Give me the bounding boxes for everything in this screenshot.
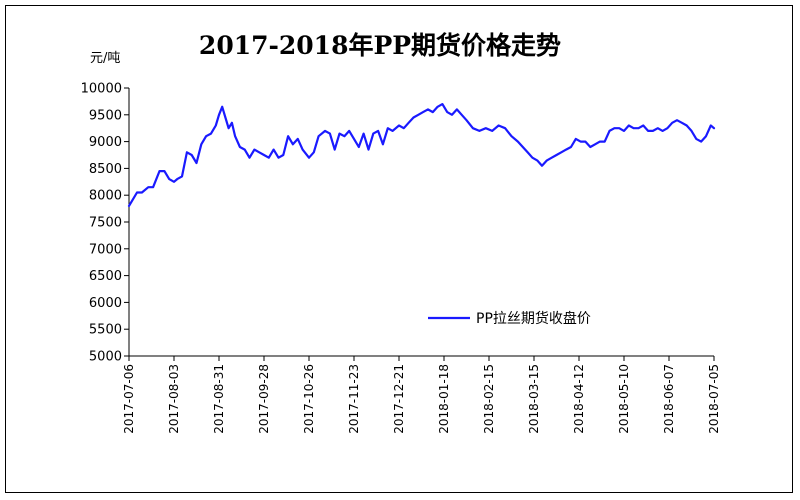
y-tick-label: 7000 xyxy=(89,242,122,257)
x-tick-label: 2018-07-05 xyxy=(707,364,721,434)
x-tick-label: 2018-02-15 xyxy=(482,364,496,434)
x-tick-label: 2017-09-28 xyxy=(257,364,271,434)
x-tick-label: 2018-04-12 xyxy=(572,364,586,434)
x-axis: 2017-07-06 2017-08-03 2017-08-31 2017-09-28… xyxy=(122,355,721,434)
y-axis-unit-label: 元/吨 xyxy=(90,51,120,66)
x-tick-label: 2018-05-10 xyxy=(617,364,631,434)
x-tick-label: 2017-10-26 xyxy=(302,364,316,434)
y-tick-label: 9000 xyxy=(89,135,122,150)
series-layer xyxy=(127,103,716,207)
y-tick-label: 5000 xyxy=(89,350,122,365)
y-axis: 5000 5500 6000 6500 7000 7500 8000 8500 9000 9500… xyxy=(81,82,130,365)
y-tick-label: 7500 xyxy=(89,216,122,231)
legend: PP拉丝期货收盘价 xyxy=(428,310,591,327)
x-tick-label: 2018-03-15 xyxy=(527,364,541,434)
x-tick-label: 2017-08-03 xyxy=(167,364,181,434)
x-tick-label: 2017-08-31 xyxy=(212,364,226,434)
x-tick-label: 2018-01-18 xyxy=(437,364,451,434)
y-tick-label: 8500 xyxy=(89,162,122,177)
y-tick-label: 6000 xyxy=(89,296,122,311)
chart-frame xyxy=(5,5,793,493)
legend-label: PP拉丝期货收盘价 xyxy=(476,310,591,327)
chart-title: 2017-2018年PP期货价格走势 xyxy=(199,31,561,60)
x-tick-label: 2018-06-07 xyxy=(662,364,676,434)
y-tick-label: 6500 xyxy=(89,269,122,284)
y-tick-label: 8000 xyxy=(89,189,122,204)
series-line xyxy=(127,103,716,207)
y-tick-label: 9500 xyxy=(89,108,122,123)
x-tick-label: 2017-12-21 xyxy=(392,364,406,434)
x-tick-label: 2017-07-06 xyxy=(122,364,136,434)
y-tick-label: 10000 xyxy=(81,82,122,97)
x-tick-label: 2017-11-23 xyxy=(347,364,361,434)
y-tick-label: 5500 xyxy=(89,323,122,338)
